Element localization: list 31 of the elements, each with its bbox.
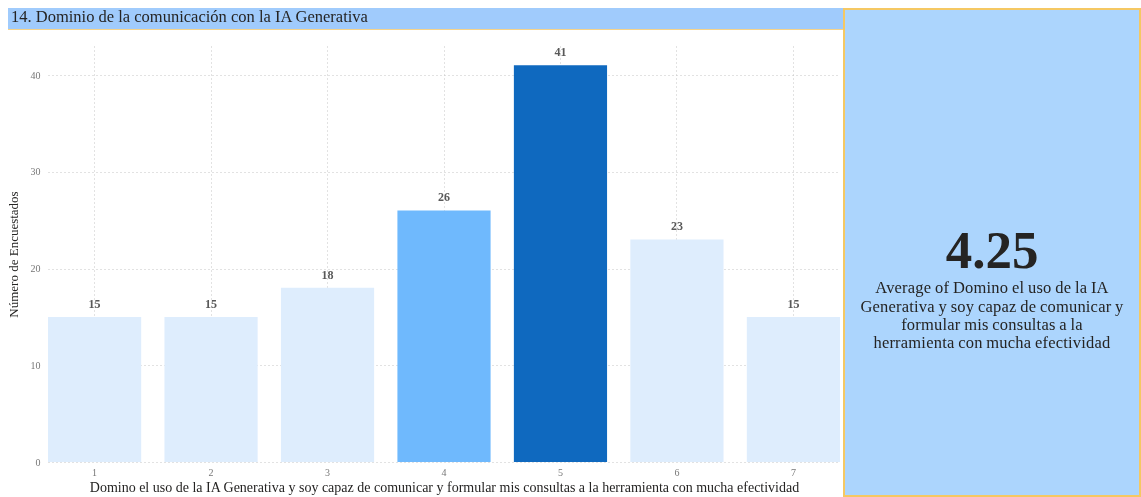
x-tick-label: 5 bbox=[557, 466, 563, 478]
bar bbox=[164, 316, 258, 462]
bar bbox=[630, 239, 724, 462]
text: Average of Domino el uso de la IA Generativa y soy capaz de comunicar y formular mis consultas a la herramienta con mucha efectividad bbox=[859, 278, 1125, 353]
x-tick-label: 6 bbox=[674, 466, 680, 478]
bar bbox=[48, 316, 142, 462]
data-label: 26 bbox=[438, 190, 450, 205]
data-label: 18 bbox=[321, 267, 334, 282]
y-tick-label: 40 bbox=[30, 69, 41, 81]
data-label: 41 bbox=[554, 45, 567, 60]
data-label: 15 bbox=[88, 296, 101, 311]
data-label: 15 bbox=[205, 296, 218, 311]
chart-title: 14. Dominio de la comunicación con la IA Generativa bbox=[11, 6, 369, 26]
x-tick-label: 1 bbox=[92, 466, 98, 478]
x-tick-label: 7 bbox=[790, 466, 796, 478]
bar bbox=[280, 287, 375, 462]
x-tick-label: 4 bbox=[441, 466, 447, 478]
data-label: 15 bbox=[787, 296, 800, 311]
y-tick-label: 10 bbox=[30, 359, 41, 371]
x-axis-title: Domino el uso de la IA Generativa y soy capaz de comunicar y formular mis consultas a la herramienta con mucha efectividad bbox=[89, 479, 800, 495]
bar bbox=[746, 316, 840, 462]
y-tick-label: 0 bbox=[35, 456, 41, 468]
y-tick-label: 20 bbox=[30, 263, 41, 275]
x-tick-label: 3 bbox=[325, 466, 331, 478]
x-tick-label: 2 bbox=[208, 466, 214, 478]
y-tick-label: 30 bbox=[30, 166, 41, 178]
y-axis-title: Número de Encuestados bbox=[5, 191, 21, 318]
bar bbox=[397, 210, 491, 462]
data-label: 23 bbox=[670, 219, 683, 234]
text: 4.25 bbox=[945, 221, 1039, 280]
bar bbox=[513, 65, 608, 462]
